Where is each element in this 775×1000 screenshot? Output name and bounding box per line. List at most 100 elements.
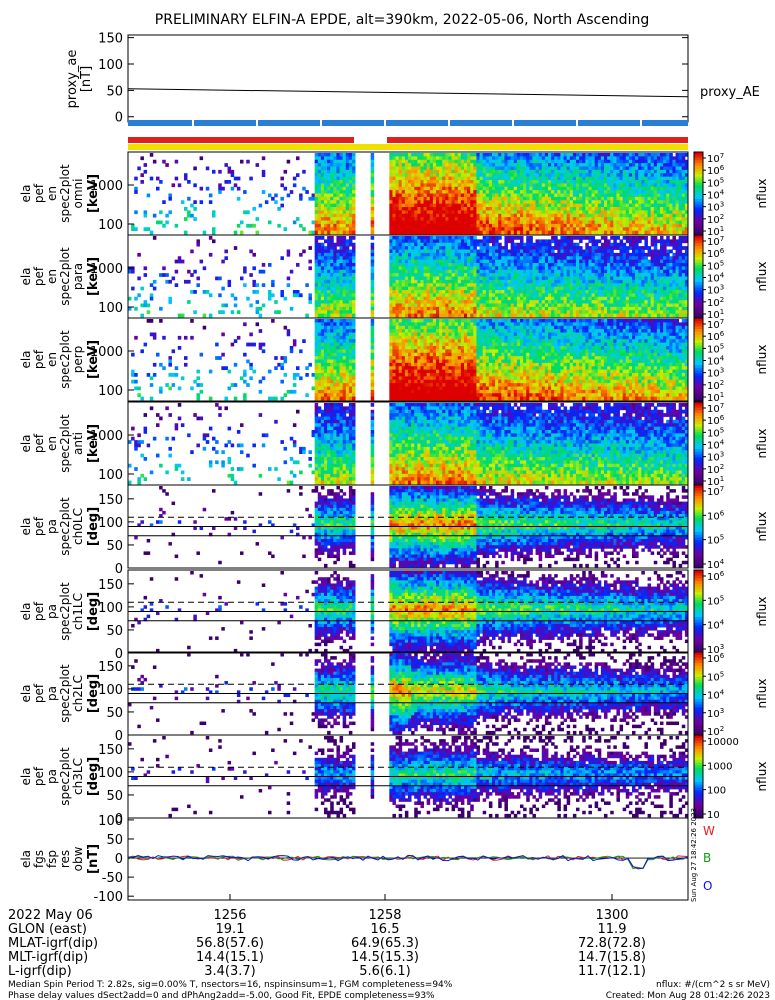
spectrogram-cell — [585, 169, 589, 174]
spectrogram-cell — [585, 159, 589, 164]
spectrogram-cell — [504, 166, 508, 171]
spectrogram-cell — [348, 180, 353, 184]
spectrogram-cell — [560, 296, 564, 301]
spectrogram-cell — [460, 313, 465, 318]
spectrogram-cell — [442, 223, 446, 228]
spectrogram-cell — [591, 269, 596, 274]
spectrogram-cell — [479, 207, 484, 211]
spectrogram-cell — [320, 249, 325, 254]
spectrogram-cell — [336, 193, 340, 198]
spectrogram-cell — [557, 269, 561, 274]
spectrogram-cell — [551, 180, 555, 184]
spectrogram-cell — [526, 159, 530, 164]
spectrogram-cell — [417, 276, 421, 281]
spectrogram-cell — [551, 159, 555, 164]
spectrogram-cell — [544, 217, 549, 221]
spectrogram-cell — [541, 269, 546, 274]
spectrogram-cell — [684, 169, 689, 174]
spectrogram-cell — [678, 213, 683, 218]
spectrogram-cell — [401, 252, 406, 257]
spectrogram-cell — [516, 186, 521, 191]
spectrogram-cell — [591, 266, 596, 271]
spectrogram-cell — [557, 313, 561, 318]
spectrogram-cell — [333, 273, 337, 277]
spectrogram-cell — [498, 286, 502, 291]
spectrogram-cell — [597, 176, 602, 181]
spectrogram-cell — [339, 230, 344, 235]
spectrogram-cell — [560, 293, 564, 298]
spectrogram-cell — [684, 227, 689, 232]
spectrogram-cell — [656, 217, 661, 221]
spectrogram-cell — [193, 217, 197, 221]
spectrogram-cell — [460, 263, 465, 267]
spectrogram-cell — [336, 313, 340, 318]
spectrogram-cell — [212, 239, 216, 244]
spectrogram-cell — [675, 156, 680, 161]
spectrogram-cell — [576, 227, 580, 232]
spectrogram-cell — [653, 200, 658, 205]
spectrogram-cell — [579, 166, 583, 171]
spectrogram-cell — [647, 180, 652, 184]
spectrogram-cell — [650, 173, 655, 178]
spectrogram-cell — [588, 200, 592, 205]
spectrogram-cell — [619, 186, 624, 191]
spectrogram-cell — [492, 173, 496, 178]
spectrogram-cell — [510, 156, 515, 161]
spectrogram-cell — [523, 252, 527, 257]
spectrogram-cell — [526, 246, 530, 250]
spectrogram-cell — [411, 290, 415, 294]
spectrogram-cell — [510, 313, 515, 318]
spectrogram-cell — [370, 223, 375, 228]
spectrogram-cell — [675, 166, 680, 171]
spectrogram-cell — [551, 310, 555, 315]
spectrogram-cell — [423, 193, 428, 198]
spectrogram-cell — [548, 159, 552, 164]
spectrogram-cell — [345, 200, 350, 205]
spectrogram-cell — [526, 180, 530, 184]
spectrogram-cell — [159, 180, 163, 184]
spectrogram-cell — [457, 156, 462, 161]
spectrogram-cell — [554, 227, 558, 232]
spectrogram-cell — [336, 266, 340, 271]
spectrogram-cell — [560, 252, 564, 257]
spectrogram-cell — [520, 286, 524, 291]
colorbar-cell — [694, 193, 703, 197]
spectrogram-cell — [420, 242, 424, 247]
spectrogram-cell — [632, 159, 636, 164]
spectrogram-cell — [507, 220, 512, 225]
spectrogram-cell — [585, 310, 589, 315]
spectrogram-cell — [510, 186, 515, 191]
spectrogram-cell — [523, 313, 527, 318]
spectrogram-cell — [492, 203, 496, 208]
spectrogram-cell — [669, 159, 673, 164]
spectrogram-cell — [395, 223, 400, 228]
spectrogram-cell — [429, 153, 434, 157]
spectrogram-cell — [476, 180, 480, 184]
spectrogram-cell — [426, 183, 431, 188]
spectrogram-cell — [513, 242, 518, 247]
spectrogram-cell — [320, 230, 325, 235]
spectrogram-cell — [482, 183, 487, 188]
spectrogram-cell — [541, 246, 546, 250]
spectrogram-cell — [408, 256, 412, 261]
spectrogram-cell — [401, 183, 406, 188]
spectrogram-cell — [342, 210, 347, 215]
spectrogram-cell — [473, 256, 477, 261]
spectrogram-cell — [137, 252, 141, 257]
spectrogram-cell — [548, 153, 552, 157]
spectrogram-cell — [336, 273, 340, 277]
spectrogram-cell — [467, 256, 471, 261]
spectrogram-cell — [445, 269, 449, 274]
spectrogram-cell — [488, 290, 493, 294]
spectrogram-cell — [588, 230, 592, 235]
spectrogram-cell — [476, 263, 480, 267]
spectrogram-cell — [299, 193, 303, 198]
spectrogram-cell — [439, 296, 443, 301]
spectrogram-cell — [604, 207, 608, 211]
spectrogram-cell — [622, 203, 627, 208]
spectrogram-cell — [656, 203, 661, 208]
spectrogram-cell — [339, 313, 344, 318]
spectrogram-cell — [563, 236, 568, 240]
spectrogram-cell — [544, 310, 549, 315]
spectrogram-cell — [233, 296, 238, 301]
